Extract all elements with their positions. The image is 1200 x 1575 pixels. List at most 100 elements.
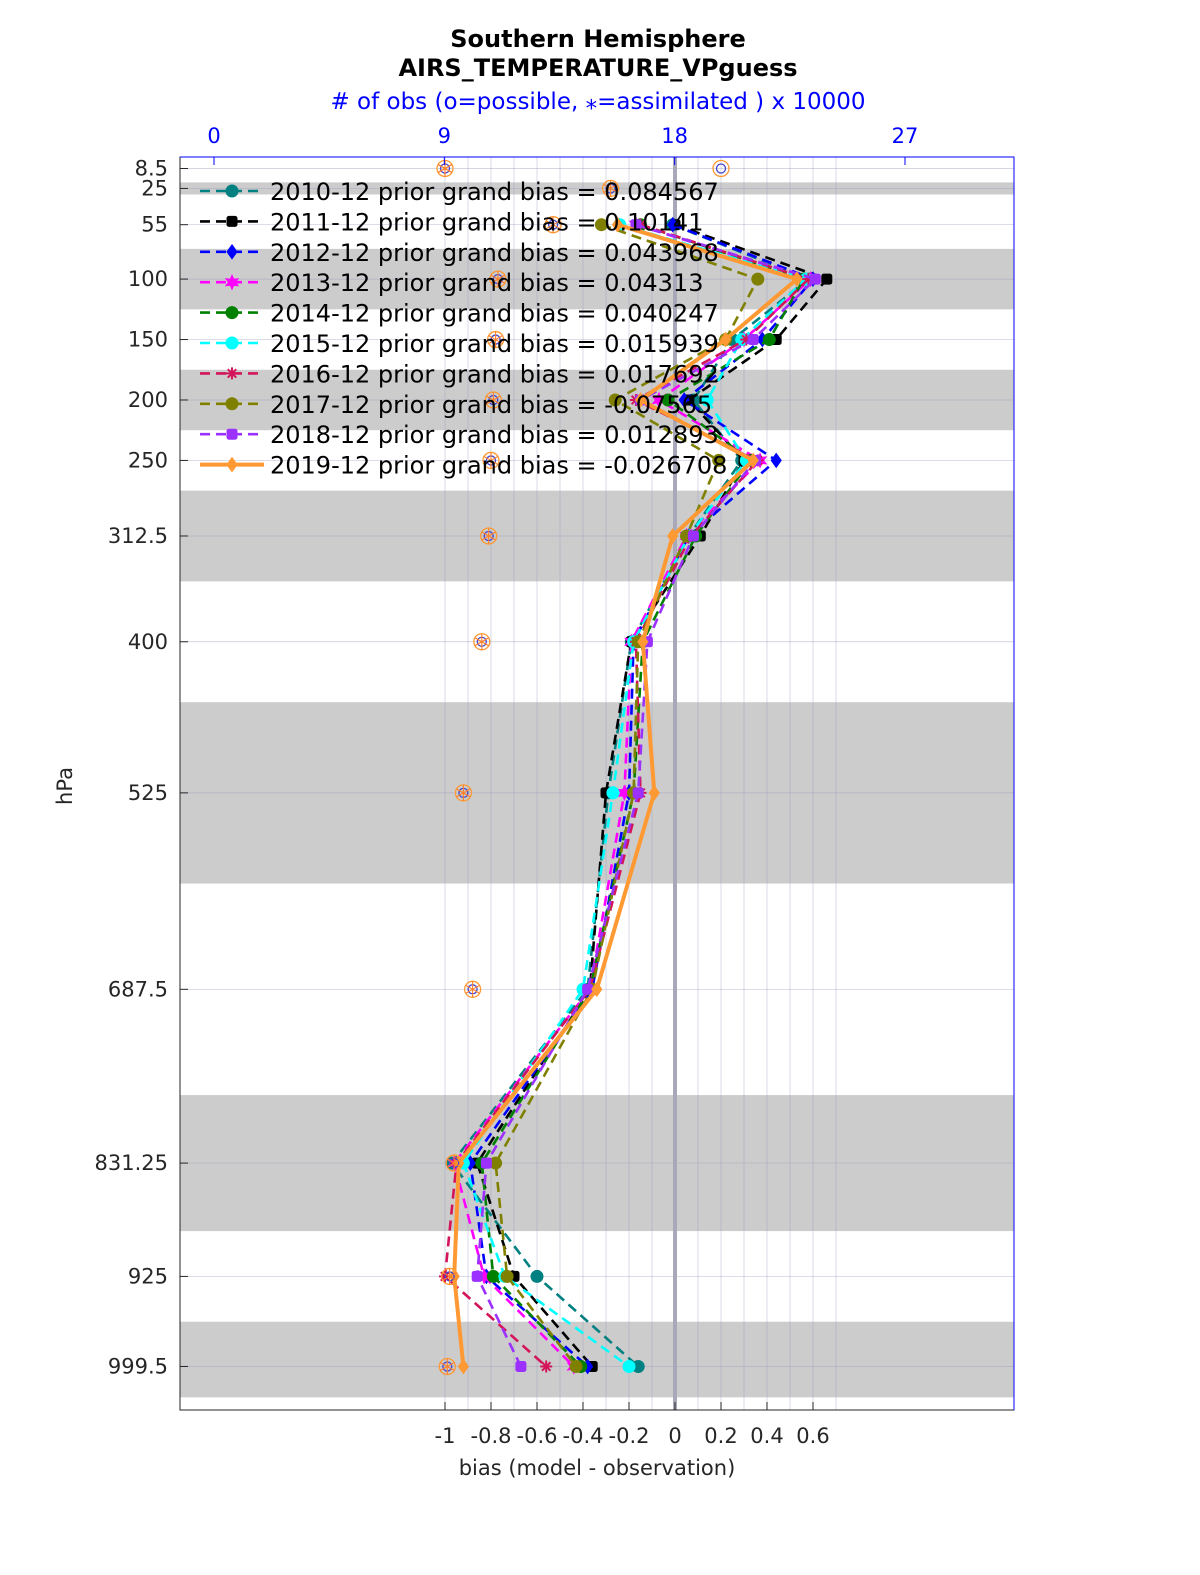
obs-star-stroke [545, 220, 561, 230]
legend-marker [225, 184, 239, 198]
legend-marker [224, 273, 240, 291]
series-point [747, 334, 759, 346]
top-tick-label: 9 [438, 124, 451, 148]
obs-possible-marker [712, 159, 730, 178]
series-point [480, 1157, 492, 1169]
asterisk-stroke [541, 1361, 552, 1372]
obs-assimilated-marker [488, 331, 503, 348]
obs-star-stroke [465, 984, 480, 994]
legend-marker [226, 215, 238, 227]
x-tick-label: -0.6 [517, 1424, 558, 1448]
y-tick-label: 100 [128, 267, 168, 291]
legend-label: 2018-12 prior grand bias = 0.012893 [270, 421, 719, 449]
obs-star-stroke [440, 1362, 455, 1371]
legend-entry: 2017-12 prior grand bias = -0.07565 [200, 391, 712, 419]
obs-star-stroke [456, 788, 471, 798]
obs-assimilated-marker [465, 981, 480, 998]
series-point [661, 393, 675, 407]
series-point [634, 392, 647, 408]
chart-subtitle: AIRS_TEMPERATURE_VPguess [398, 54, 797, 82]
series-point [530, 1269, 544, 1283]
series-8 [471, 219, 821, 1372]
series-line [452, 222, 799, 1367]
legend-label: 2012-12 prior grand bias = 0.043968 [270, 239, 719, 267]
legend-entry: 2016-12 prior grand bias = 0.017692 [200, 360, 719, 388]
legend-label: 2011-12 prior grand bias = 0.10141 [270, 208, 703, 236]
x-tick-label: -0.8 [471, 1424, 512, 1448]
series-point [762, 333, 776, 347]
obs-assimilated-marker [437, 160, 453, 177]
obs-assimilated-marker [490, 271, 506, 288]
x-tick-label: 0.4 [750, 1424, 783, 1448]
legend-marker [226, 367, 238, 380]
y-tick-label: 999.5 [108, 1354, 168, 1378]
obs-assimilated-marker [440, 1358, 455, 1375]
series-point [747, 452, 759, 469]
series-point [751, 272, 765, 286]
obs-star-stroke [442, 1271, 457, 1281]
asterisk-stroke [227, 368, 237, 379]
shaded-band-6 [180, 1321, 1014, 1398]
chart-title: Southern Hemisphere [450, 25, 746, 53]
series-point [632, 787, 644, 799]
obs-assimilated-marker [486, 391, 501, 408]
obs-star-stroke [481, 531, 496, 541]
top-tick-label: 0 [207, 124, 220, 148]
x-tick-label: 0 [668, 1424, 681, 1448]
top-axis-label: # of obs (o=possible, ⁎=assimilated ) x … [330, 89, 865, 115]
legend-label: 2019-12 prior grand bias = -0.026708 [270, 452, 727, 480]
series-point [809, 273, 821, 285]
y-tick-label: 312.5 [108, 524, 168, 548]
obs-star-stroke [488, 335, 503, 345]
series-point [608, 393, 622, 407]
legend-label: 2014-12 prior grand bias = 0.040247 [270, 300, 719, 328]
series-point [606, 786, 620, 800]
legend-entry: 2019-12 prior grand bias = -0.026708 [200, 452, 727, 480]
series-point [637, 633, 649, 650]
series-line [462, 223, 808, 1368]
series-point [821, 273, 833, 285]
series-point [667, 216, 679, 233]
series-point [582, 983, 594, 995]
legend-entry: 2015-12 prior grand bias = 0.015939 [200, 330, 719, 358]
legend-entry: 2011-12 prior grand bias = 0.10141 [200, 208, 703, 236]
obs-assimilated-marker [446, 1155, 462, 1172]
series-point [712, 453, 726, 467]
obs-possible-inner [715, 163, 727, 174]
y-tick-label: 55 [141, 213, 168, 237]
legend-entry: 2013-12 prior grand bias = 0.04313 [200, 269, 703, 297]
series-point [457, 1358, 470, 1375]
series-line [475, 223, 817, 1368]
series-point [569, 1359, 583, 1373]
series-line [443, 223, 810, 1368]
series-point [471, 1270, 483, 1282]
obs-assimilated-marker [442, 1268, 457, 1285]
legend-entry: 2010-12 prior grand bias = 0.084567 [200, 178, 719, 206]
series-point [611, 216, 624, 233]
series-point [486, 1269, 500, 1283]
obs-assimilated-marker [603, 180, 618, 197]
series-point [515, 1360, 527, 1372]
x-tick-label: -1 [435, 1424, 456, 1448]
obs-star-stroke [446, 1158, 462, 1168]
y-tick-label: 250 [128, 448, 168, 472]
obs-star-stroke [437, 164, 453, 173]
x-axis-label: bias (model - observation) [459, 1456, 736, 1480]
y-tick-label: 525 [128, 781, 168, 805]
legend-marker [226, 243, 238, 260]
legend: 2010-12 prior grand bias = 0.0845672011-… [200, 178, 727, 480]
y-tick-label: 687.5 [108, 977, 168, 1001]
obs-star-stroke [490, 274, 506, 284]
legend-marker [225, 336, 239, 350]
legend-label: 2016-12 prior grand bias = 0.017692 [270, 360, 719, 388]
obs-star-stroke [603, 183, 618, 193]
legend-marker [226, 456, 238, 473]
series-point [648, 785, 660, 801]
y-tick-label: 400 [128, 630, 168, 654]
series-point [678, 392, 690, 408]
obs-star-stroke [483, 455, 499, 465]
obs-assimilated-marker [483, 452, 499, 469]
legend-marker [225, 306, 239, 320]
series-point [700, 393, 714, 407]
obs-assimilated-marker [474, 633, 490, 650]
